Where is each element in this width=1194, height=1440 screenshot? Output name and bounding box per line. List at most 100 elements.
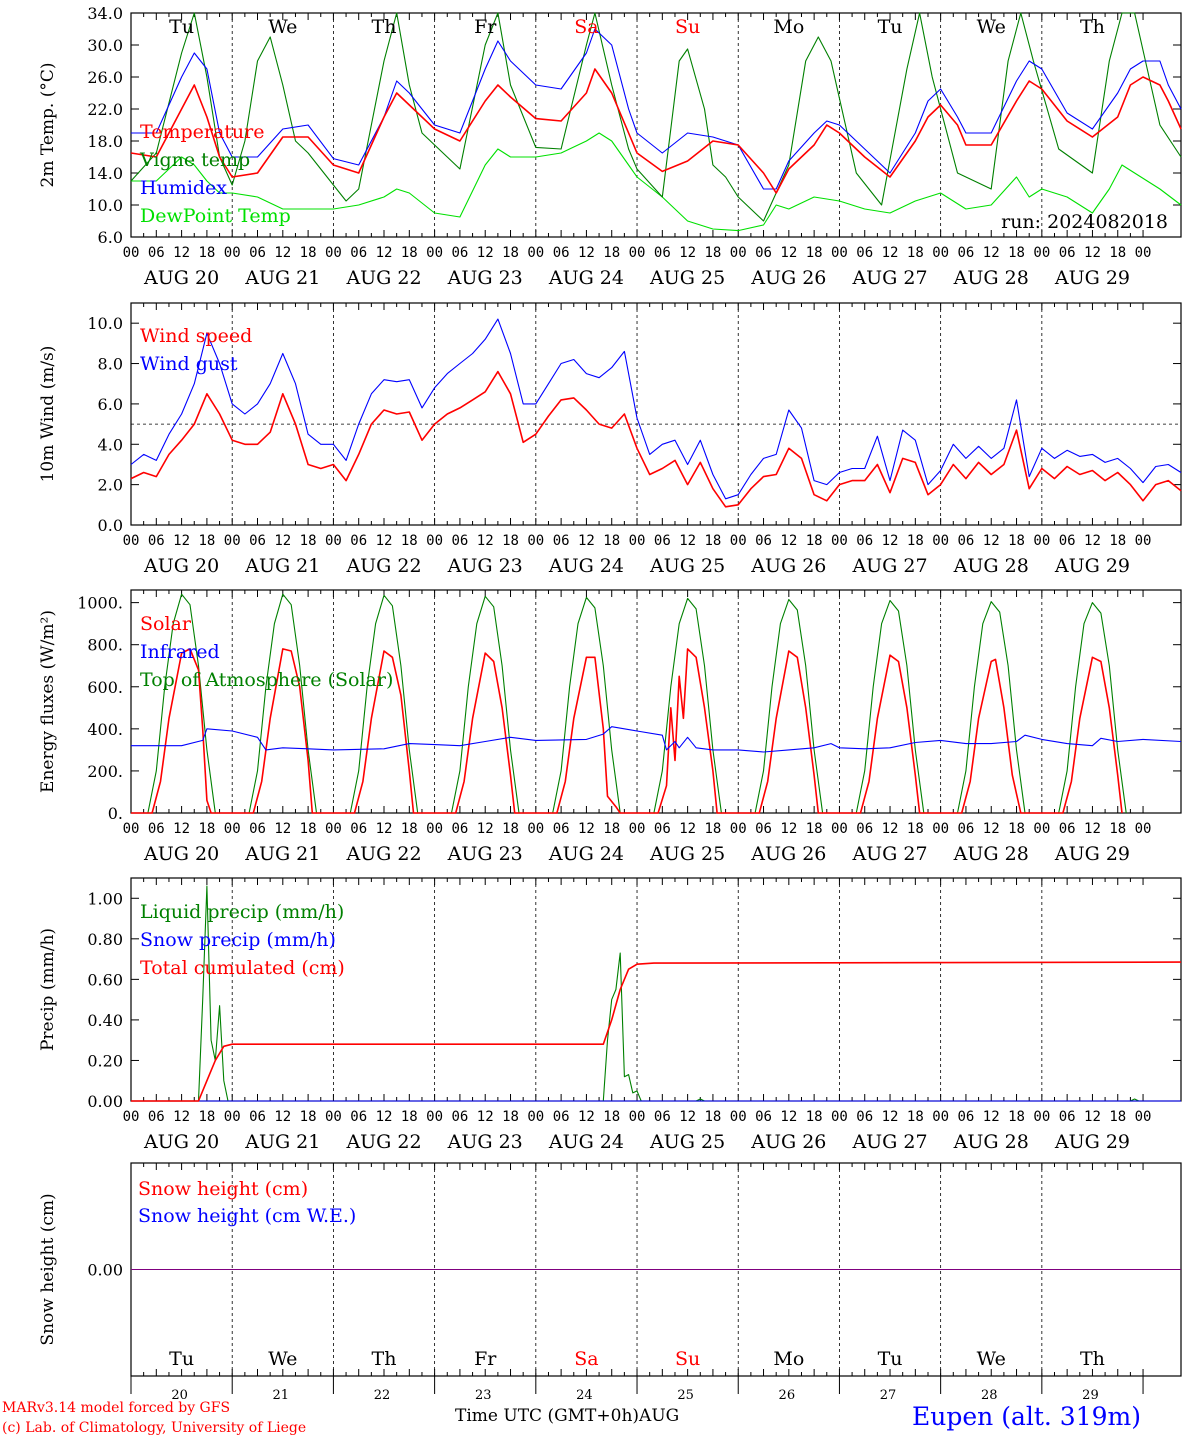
y-tick-label: 0.60 bbox=[87, 970, 123, 989]
x-tick-label: 00 bbox=[730, 533, 747, 549]
x-tick-label: 00 bbox=[325, 245, 342, 261]
x-tick-label: 00 bbox=[527, 245, 544, 261]
x-tick-label: 06 bbox=[350, 1109, 367, 1125]
x-tick-label: 00 bbox=[932, 533, 949, 549]
x-tick-label: 06 bbox=[654, 245, 671, 261]
x-tick-label: 06 bbox=[755, 1109, 772, 1125]
x-tick-label: 06 bbox=[148, 1109, 165, 1125]
day-label: We bbox=[977, 1348, 1006, 1370]
x-tick-label: 12 bbox=[477, 821, 494, 837]
x-tick-label: 00 bbox=[123, 533, 140, 549]
x-tick-label: 18 bbox=[502, 821, 519, 837]
x-tick-label: 12 bbox=[376, 821, 393, 837]
day-label: Fr bbox=[474, 1348, 497, 1370]
x-tick-label: 00 bbox=[831, 821, 848, 837]
panel-temp: 6.0 10.0 14.0 18.0 22.0 26.0 30.0 34.0 2m Temp. … bbox=[38, 4, 1182, 289]
x-tick-label: 00 bbox=[730, 1109, 747, 1125]
x-tick-label: 18 bbox=[806, 1109, 823, 1125]
x-tick-label: 18 bbox=[603, 245, 620, 261]
x-tick-label: 00 bbox=[831, 245, 848, 261]
x-tick-label: 06 bbox=[553, 1109, 570, 1125]
legend-entry: Total cumulated (cm) bbox=[140, 957, 345, 979]
x-tick-label: 18 bbox=[300, 1109, 317, 1125]
x-tick-label: 00 bbox=[1033, 245, 1050, 261]
series-line bbox=[131, 132, 1182, 232]
x-tick-label: 06 bbox=[249, 245, 266, 261]
date-number: 22 bbox=[374, 1388, 391, 1403]
day-label: Th bbox=[372, 1348, 397, 1370]
x-tick-label: 12 bbox=[679, 533, 696, 549]
x-tick-label: 06 bbox=[1059, 1109, 1076, 1125]
x-tick-label: 12 bbox=[882, 245, 899, 261]
y-axis-title: 2m Temp. (°C) bbox=[38, 62, 58, 187]
x-axis-title: Time UTC (GMT+0h)AUG bbox=[455, 1406, 680, 1426]
x-tick-label: 18 bbox=[401, 1109, 418, 1125]
x-tick-label: 12 bbox=[578, 1109, 595, 1125]
x-tick-label: 06 bbox=[856, 1109, 873, 1125]
x-tick-label: 00 bbox=[1033, 533, 1050, 549]
date-number: 29 bbox=[1082, 1388, 1099, 1403]
x-tick-label: 18 bbox=[603, 1109, 620, 1125]
x-tick-label: 06 bbox=[958, 821, 975, 837]
x-tick-label: 18 bbox=[300, 533, 317, 549]
x-tick-label: 18 bbox=[1109, 821, 1126, 837]
day-label: Th bbox=[372, 16, 397, 38]
date-label: AUG 27 bbox=[851, 843, 927, 865]
x-tick-label: 12 bbox=[274, 1109, 291, 1125]
legend-entry: Wind gust bbox=[140, 353, 238, 375]
legend-entry: Infrared bbox=[140, 641, 220, 663]
x-tick-label: 06 bbox=[1059, 821, 1076, 837]
x-tick-label: 06 bbox=[148, 245, 165, 261]
x-tick-label: 06 bbox=[451, 1109, 468, 1125]
legend-entry: Humidex bbox=[140, 177, 227, 199]
day-label: Tu bbox=[878, 16, 903, 38]
x-tick-label: 00 bbox=[629, 533, 646, 549]
x-tick-label: 18 bbox=[502, 245, 519, 261]
x-tick-label: 18 bbox=[704, 1109, 721, 1125]
legend-entry: Solar bbox=[140, 613, 192, 635]
date-label: AUG 21 bbox=[244, 555, 320, 577]
x-tick-label: 18 bbox=[907, 533, 924, 549]
x-tick-label: 06 bbox=[856, 533, 873, 549]
y-tick-label: 2.0 bbox=[98, 476, 123, 495]
x-tick-label: 00 bbox=[1033, 821, 1050, 837]
x-tick-label: 18 bbox=[300, 245, 317, 261]
legend-entry: Snow height (cm W.E.) bbox=[138, 1205, 356, 1227]
y-tick-label: 6.0 bbox=[98, 228, 123, 247]
x-tick-label: 00 bbox=[527, 1109, 544, 1125]
date-label: AUG 28 bbox=[953, 267, 1029, 289]
x-tick-label: 12 bbox=[477, 245, 494, 261]
y-tick-label: 18.0 bbox=[87, 132, 123, 151]
x-tick-label: 18 bbox=[401, 821, 418, 837]
day-label: Sa bbox=[574, 1348, 598, 1370]
y-tick-label: 8.0 bbox=[98, 355, 123, 374]
date-label: AUG 24 bbox=[548, 555, 624, 577]
x-tick-label: 12 bbox=[274, 821, 291, 837]
x-tick-label: 18 bbox=[1109, 533, 1126, 549]
x-tick-label: 12 bbox=[679, 1109, 696, 1125]
date-number: 25 bbox=[677, 1388, 694, 1403]
legend-entry: Liquid precip (mm/h) bbox=[140, 901, 344, 923]
panel-energy: 0. 200. 400. 600. 800. 1000. Energy fluxes (W/… bbox=[38, 589, 1182, 865]
x-tick-label: 12 bbox=[983, 533, 1000, 549]
x-tick-label: 06 bbox=[755, 245, 772, 261]
x-tick-label: 18 bbox=[907, 821, 924, 837]
date-label: AUG 22 bbox=[345, 555, 421, 577]
x-tick-label: 18 bbox=[1008, 1109, 1025, 1125]
date-label: AUG 29 bbox=[1054, 267, 1130, 289]
x-tick-label: 18 bbox=[198, 1109, 215, 1125]
date-label: AUG 22 bbox=[345, 267, 421, 289]
x-tick-label: 12 bbox=[173, 245, 190, 261]
day-label: Mo bbox=[773, 16, 804, 38]
y-tick-label: 400. bbox=[87, 720, 123, 739]
x-tick-label: 00 bbox=[123, 245, 140, 261]
model-credit: MARv3.14 model forced by GFS bbox=[2, 1400, 231, 1416]
x-tick-label: 12 bbox=[578, 821, 595, 837]
x-tick-label: 00 bbox=[1135, 533, 1152, 549]
x-tick-label: 12 bbox=[882, 1109, 899, 1125]
date-number: 28 bbox=[981, 1388, 998, 1403]
x-tick-label: 18 bbox=[704, 245, 721, 261]
day-label: Th bbox=[1080, 16, 1105, 38]
x-tick-label: 00 bbox=[1033, 1109, 1050, 1125]
x-tick-label: 18 bbox=[704, 533, 721, 549]
